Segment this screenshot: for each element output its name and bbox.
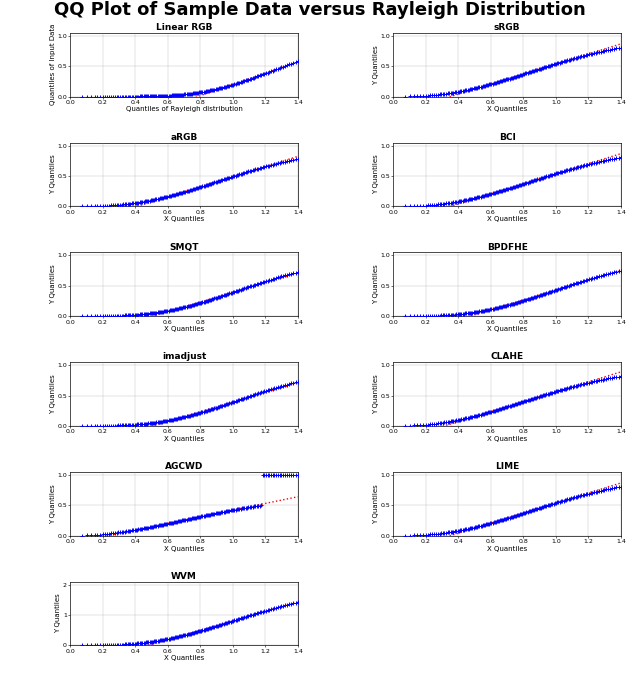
- X-axis label: X Quantiles: X Quantiles: [164, 326, 204, 332]
- Y-axis label: Y Quantiles: Y Quantiles: [50, 154, 56, 195]
- Y-axis label: Quantiles of Input Data: Quantiles of Input Data: [50, 24, 56, 105]
- Y-axis label: Y Quantiles: Y Quantiles: [372, 374, 379, 414]
- Title: LIME: LIME: [495, 462, 519, 471]
- X-axis label: Quantiles of Rayleigh distribution: Quantiles of Rayleigh distribution: [125, 107, 243, 113]
- Title: CLAHE: CLAHE: [490, 352, 524, 361]
- Title: sRGB: sRGB: [494, 23, 520, 32]
- Y-axis label: Y Quantiles: Y Quantiles: [50, 264, 56, 304]
- Y-axis label: Y Quantiles: Y Quantiles: [56, 594, 61, 633]
- X-axis label: X Quantiles: X Quantiles: [487, 546, 527, 552]
- Title: BPDFHE: BPDFHE: [486, 242, 527, 251]
- X-axis label: X Quantiles: X Quantiles: [164, 546, 204, 552]
- Title: Linear RGB: Linear RGB: [156, 23, 212, 32]
- X-axis label: X Quantiles: X Quantiles: [487, 107, 527, 113]
- Title: WVM: WVM: [171, 572, 197, 581]
- X-axis label: X Quantiles: X Quantiles: [487, 217, 527, 222]
- X-axis label: X Quantiles: X Quantiles: [487, 326, 527, 332]
- Y-axis label: Y Quantiles: Y Quantiles: [372, 154, 379, 195]
- Text: QQ Plot of Sample Data versus Rayleigh Distribution: QQ Plot of Sample Data versus Rayleigh D…: [54, 1, 586, 19]
- Y-axis label: Y Quantiles: Y Quantiles: [50, 484, 56, 524]
- Title: imadjust: imadjust: [162, 352, 206, 361]
- Y-axis label: Y Quantiles: Y Quantiles: [372, 484, 379, 524]
- X-axis label: X Quantiles: X Quantiles: [487, 436, 527, 442]
- Y-axis label: Y Quantiles: Y Quantiles: [372, 264, 379, 304]
- Title: BCI: BCI: [499, 133, 515, 142]
- X-axis label: X Quantiles: X Quantiles: [164, 217, 204, 222]
- X-axis label: X Quantiles: X Quantiles: [164, 655, 204, 661]
- Y-axis label: Y Quantiles: Y Quantiles: [50, 374, 56, 414]
- Title: SMQT: SMQT: [170, 242, 199, 251]
- Title: AGCWD: AGCWD: [165, 462, 204, 471]
- Y-axis label: Y Quantiles: Y Quantiles: [372, 45, 379, 85]
- Title: aRGB: aRGB: [170, 133, 198, 142]
- X-axis label: X Quantiles: X Quantiles: [164, 436, 204, 442]
